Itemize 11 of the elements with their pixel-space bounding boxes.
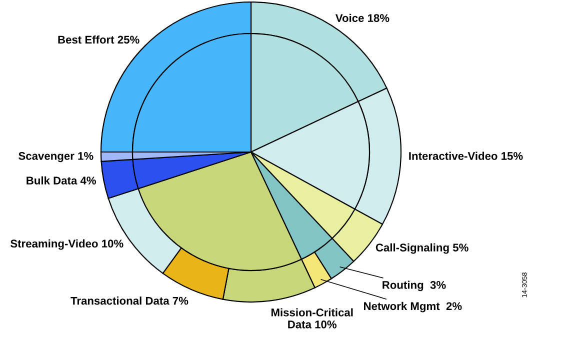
slice-label: Call-Signaling 5% xyxy=(376,243,468,254)
slice-label: Scavenger 1% xyxy=(18,152,94,162)
slice-label: Routing 3% xyxy=(382,280,446,292)
slice-label: Voice 18% xyxy=(335,14,390,22)
slice-label: Network Mgmt 2% xyxy=(364,302,462,312)
slice-label: Mission-Critical Data 10% xyxy=(271,308,353,328)
slice-label: Bulk Data 4% xyxy=(26,176,96,184)
slice-label: Interactive-Video 15% xyxy=(409,152,523,160)
slice-label: Best Effort 25% xyxy=(58,35,140,44)
slice-label: Transactional Data 7% xyxy=(70,296,188,305)
slice-label: Streaming-Video 10% xyxy=(10,239,124,250)
